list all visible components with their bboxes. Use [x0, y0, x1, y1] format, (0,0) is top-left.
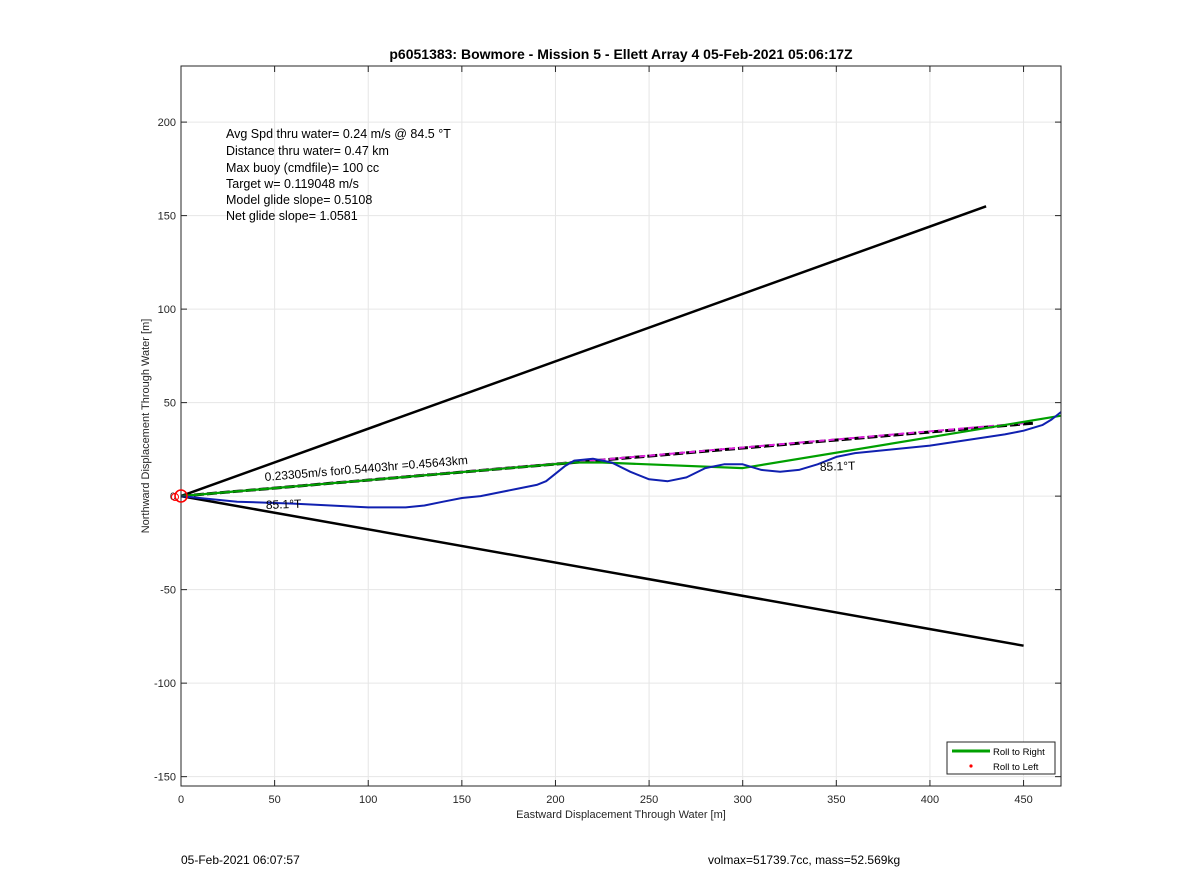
series-glider-track — [180, 411, 1062, 509]
series-cone-lower — [180, 494, 1024, 647]
stat-avg-speed: Avg Spd thru water= 0.24 m/s @ 84.5 °T — [226, 127, 451, 141]
x-tick-label: 50 — [268, 794, 280, 806]
y-tick-label: -100 — [154, 678, 176, 690]
stat-model-glide-slope: Model glide slope= 0.5108 — [226, 193, 372, 207]
x-tick-label: 250 — [640, 794, 658, 806]
series-layer — [180, 205, 1062, 647]
y-tick-label: 100 — [158, 304, 176, 316]
legend-box — [946, 741, 1056, 775]
heading-annotation-end: 85.1°T — [820, 459, 857, 474]
y-tick-label: -150 — [154, 772, 176, 784]
stat-max-buoy: Max buoy (cmdfile)= 100 cc — [226, 161, 379, 175]
legend-label-roll-right: Roll to Right — [993, 747, 1045, 758]
axes-frame — [180, 65, 1062, 787]
x-tick-label: 200 — [546, 794, 564, 806]
heading-annotation-start: 85.1°T — [266, 497, 303, 512]
y-tick-label: 150 — [158, 211, 176, 223]
grid — [180, 66, 1061, 786]
series-roll-to-right — [180, 414, 1062, 498]
legend-swatch-roll-left — [969, 764, 973, 768]
stat-target-w: Target w= 0.119048 m/s — [226, 177, 359, 191]
x-tick-label: 0 — [178, 794, 184, 806]
y-tick-label: -50 — [160, 585, 176, 597]
x-tick-label: 400 — [921, 794, 939, 806]
chart-title: p6051383: Bowmore - Mission 5 - Ellett A… — [389, 46, 853, 62]
stat-distance: Distance thru water= 0.47 km — [226, 144, 389, 158]
y-tick-label: 50 — [164, 398, 176, 410]
footer-mass-info: volmax=51739.7cc, mass=52.569kg — [708, 853, 901, 867]
x-tick-label: 100 — [359, 794, 377, 806]
axes-background — [181, 66, 1061, 786]
stat-net-glide-slope: Net glide slope= 1.0581 — [226, 209, 358, 223]
x-tick-label: 150 — [453, 794, 471, 806]
footer-timestamp: 05-Feb-2021 06:07:57 — [181, 853, 300, 867]
origin-circle — [174, 489, 188, 503]
x-tick-label: 450 — [1014, 794, 1032, 806]
origin-marker — [171, 489, 188, 503]
stats-block: Avg Spd thru water= 0.24 m/s @ 84.5 °T D… — [226, 127, 451, 223]
y-axis-label: Northward Displacement Through Water [m] — [140, 319, 152, 534]
ticks: 0 50 100 150 200 250 300 350 400 450 -150 -100 -50 0 5… — [154, 66, 1061, 806]
y-tick-label: 200 — [158, 117, 176, 129]
legend: Roll to Right Roll to Left — [946, 741, 1056, 775]
origin-circle-small — [171, 493, 179, 501]
y-tick-label: 0 — [170, 491, 176, 503]
x-axis-label: Eastward Displacement Through Water [m] — [516, 809, 726, 821]
x-tick-label: 350 — [827, 794, 845, 806]
x-tick-label: 300 — [734, 794, 752, 806]
series-cone-upper — [180, 205, 987, 498]
legend-label-roll-left: Roll to Left — [993, 762, 1039, 773]
